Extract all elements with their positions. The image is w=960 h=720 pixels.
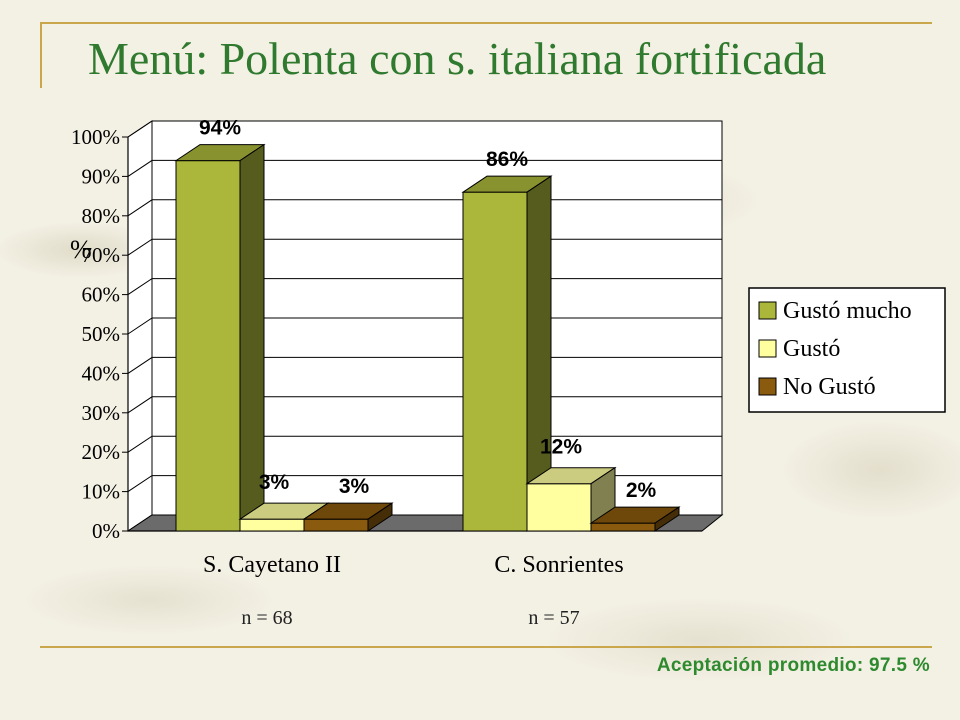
y-tick-label: 10% — [82, 480, 121, 504]
y-tick-label: 0% — [92, 519, 120, 543]
data-label: 3% — [259, 471, 290, 494]
sample-size-label: n = 68 — [241, 607, 292, 629]
legend-swatch — [758, 377, 777, 396]
legend-label: Gustó — [783, 336, 840, 362]
legend-label: Gustó mucho — [783, 298, 912, 324]
chart-labels: 94% 3% 3% S. Cayetano II n = 68 86% 12% 2% C. So… — [199, 117, 657, 629]
legend-box — [748, 287, 946, 413]
sample-size-label: n = 57 — [528, 607, 579, 629]
bar-side — [367, 502, 393, 532]
x-category-label: C. Sonrientes — [494, 552, 623, 578]
slide-title: Menú: Polenta con s. italiana fortificad… — [88, 33, 827, 84]
top-rule — [40, 22, 932, 24]
bar — [589, 506, 681, 532]
bar — [525, 466, 617, 532]
bottom-rule — [40, 646, 932, 648]
y-tick-label: 40% — [82, 361, 121, 385]
y-tick-label: 30% — [82, 401, 121, 425]
y-tick-label: 90% — [82, 164, 121, 188]
legend-swatch — [758, 339, 777, 358]
chart-axes: 0% 10% 20% 30% 40% 50% 60% 70% 80% 90% 100% — [71, 125, 702, 543]
data-label: 94% — [199, 117, 241, 140]
chart-bars — [174, 143, 681, 532]
bar-front — [462, 191, 528, 532]
data-label: 3% — [339, 475, 370, 498]
y-axis-label: % — [70, 235, 92, 264]
y-tick-label: 80% — [82, 204, 121, 228]
y-tick-label: 60% — [82, 283, 121, 307]
bar — [461, 175, 553, 532]
bar — [174, 143, 266, 532]
bar — [302, 502, 394, 532]
average-acceptance: Aceptación promedio: 97.5 % — [656, 655, 930, 676]
data-label: 2% — [626, 479, 657, 502]
y-tick-label: 50% — [82, 322, 121, 346]
legend-label: No Gustó — [783, 374, 876, 400]
left-rule — [40, 22, 42, 88]
y-tick-label: 20% — [82, 440, 121, 464]
legend-swatch — [758, 301, 777, 320]
y-tick-label: 70% — [82, 243, 121, 267]
y-tick-label: 100% — [71, 125, 120, 149]
data-label: 86% — [486, 148, 528, 171]
data-label: 12% — [540, 436, 582, 459]
x-category-label: S. Cayetano II — [203, 552, 341, 578]
bar-front — [175, 160, 241, 532]
bar-side — [654, 506, 680, 532]
